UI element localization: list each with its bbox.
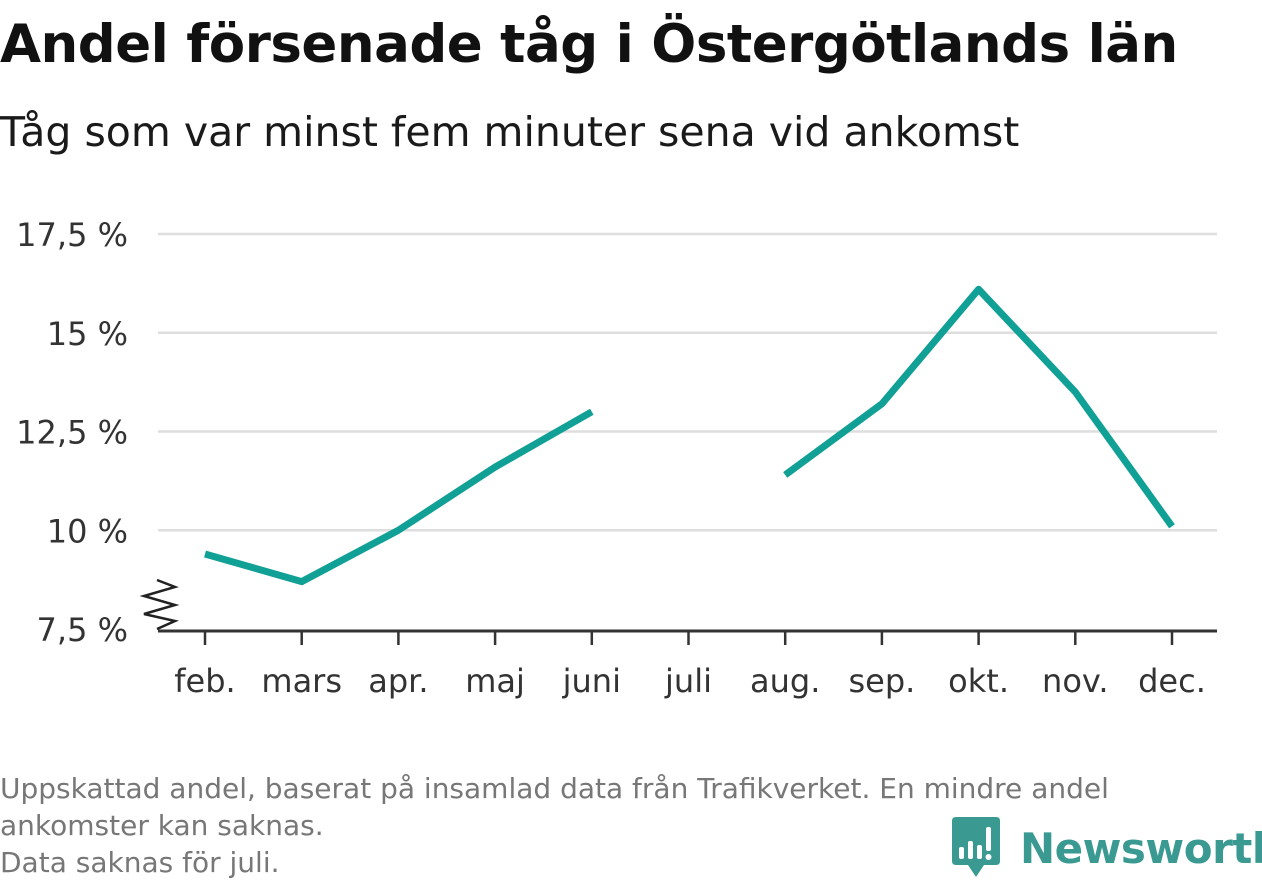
y-tick-label: 7,5 %	[37, 611, 128, 649]
x-axis	[139, 578, 1217, 645]
x-tick-label: maj	[465, 662, 525, 700]
y-tick-label: 15 %	[47, 315, 128, 353]
chart-subtitle: Tåg som var minst fem minuter sena vid a…	[0, 108, 1020, 156]
brand-logo: Newsworthy	[950, 816, 1262, 880]
x-axis-tick-labels: feb. mars apr. maj juni juli aug. sep. okt. nov. d…	[174, 662, 1206, 700]
y-axis-break-icon	[139, 578, 180, 631]
x-tick-label: apr.	[368, 662, 428, 700]
y-tick-label: 17,5 %	[16, 216, 128, 254]
x-tick-label: dec.	[1138, 662, 1206, 700]
x-tick-label: mars	[261, 662, 342, 700]
x-tick-label: nov.	[1042, 662, 1108, 700]
brand-name: Newsworthy	[1020, 823, 1262, 873]
gridlines	[158, 232, 1217, 532]
y-tick-label: 10 %	[47, 512, 128, 550]
series-lines	[204, 285, 1175, 586]
x-tick-label: sep.	[848, 662, 915, 700]
x-tick-label: feb.	[174, 662, 235, 700]
series-line	[204, 408, 594, 586]
series-line	[783, 285, 1175, 529]
footnote-line: Data saknas för juli.	[0, 846, 280, 879]
x-tick-label: juli	[664, 662, 712, 700]
x-tick-label: okt.	[948, 662, 1009, 700]
x-tick-label: juni	[562, 662, 621, 700]
footnote: Uppskattad andel, baserat på insamlad da…	[0, 770, 1250, 881]
y-tick-label: 12,5 %	[16, 414, 128, 452]
footnote-line: Uppskattad andel, baserat på insamlad da…	[0, 772, 1109, 805]
y-axis-tick-labels: 7,5 % 10 % 12,5 % 15 % 17,5 %	[16, 216, 128, 649]
chart-title: Andel försenade tåg i Östergötlands län	[0, 14, 1178, 75]
newsworthy-logo-icon	[952, 817, 1000, 877]
x-tick-label: aug.	[750, 662, 820, 700]
line-chart: 7,5 % 10 % 12,5 % 15 % 17,5 % feb. mars apr. ma…	[16, 216, 1217, 700]
footnote-line: ankomster kan saknas.	[0, 809, 324, 842]
